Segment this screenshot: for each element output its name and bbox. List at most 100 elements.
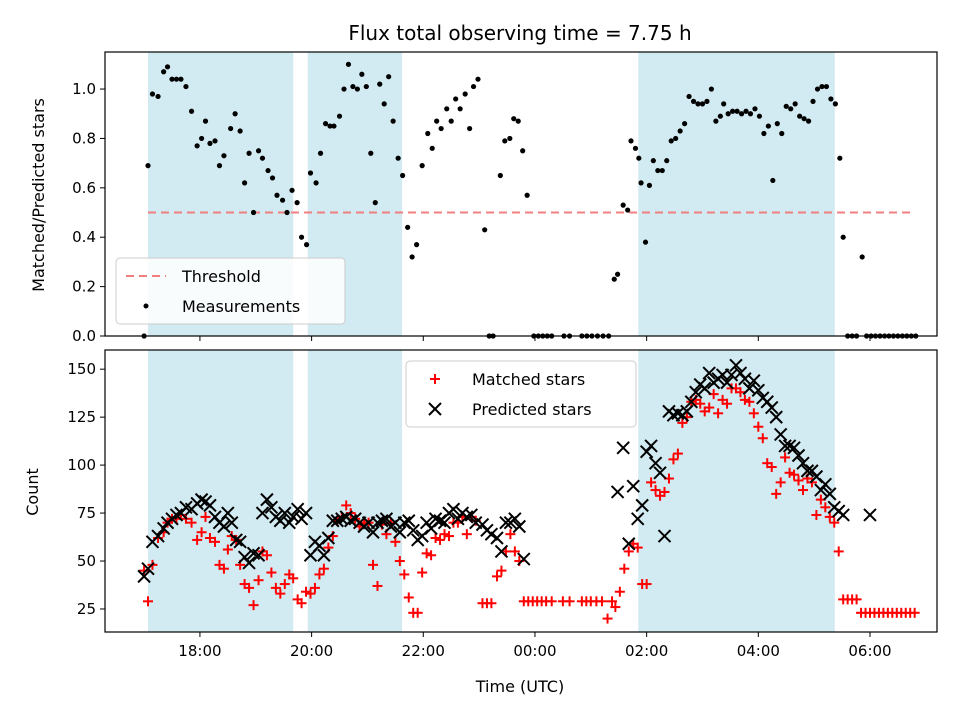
measurement-point — [377, 81, 383, 87]
matched-point — [650, 485, 661, 496]
measurement-point — [434, 118, 440, 124]
matched-point — [305, 588, 316, 599]
predicted-point — [653, 466, 667, 480]
matched-point — [435, 534, 446, 545]
measurement-point — [837, 155, 843, 161]
matched-point — [771, 488, 782, 499]
matched-point — [546, 596, 557, 607]
matched-point — [417, 567, 428, 578]
predicted-point — [229, 533, 243, 547]
matched-point — [668, 454, 679, 465]
predicted-point — [644, 439, 658, 453]
matched-point — [775, 477, 786, 488]
measurement-point — [457, 106, 463, 112]
legend-measurements-label: Measurements — [182, 297, 300, 316]
matched-point — [766, 462, 777, 473]
matched-point — [610, 602, 621, 613]
measurement-point — [303, 242, 310, 248]
predicted-point — [194, 492, 209, 507]
measurement-point — [828, 96, 834, 102]
predicted-point — [464, 508, 479, 522]
predicted-point — [286, 510, 300, 524]
predicted-point — [203, 498, 217, 513]
measurement-point — [823, 83, 830, 90]
measurement-point — [207, 140, 213, 146]
top-panel: 0.0 0.2 0.4 0.6 0.8 1.0 — [72, 51, 938, 345]
matched-point — [614, 586, 625, 597]
matched-point — [509, 546, 520, 557]
predicted-point — [370, 515, 385, 530]
matched-point — [244, 582, 255, 593]
matched-legend-marker — [430, 374, 440, 384]
matched-point — [793, 475, 804, 486]
matched-point — [641, 579, 652, 590]
predicted-point — [622, 537, 636, 551]
matched-point — [394, 556, 405, 567]
predicted-point — [818, 477, 833, 491]
y-tick-label: 0.8 — [72, 129, 96, 147]
matched-point — [461, 529, 472, 540]
predicted-point — [290, 502, 305, 516]
measurement-point — [265, 167, 271, 174]
top-y-axis-label: Matched/Predicted stars — [29, 98, 48, 292]
matched-point — [390, 536, 401, 547]
measurement-point — [801, 116, 807, 122]
matched-point — [421, 548, 432, 559]
predicted-point — [680, 404, 694, 419]
predicted-point — [657, 529, 672, 543]
matched-point — [753, 421, 764, 432]
measurement-point — [788, 106, 794, 112]
predicted-point — [702, 366, 716, 380]
measurement-point — [814, 86, 821, 92]
x-tick-label: 02:00 — [625, 642, 668, 660]
measurement-point — [228, 125, 234, 132]
measurement-point — [611, 276, 617, 282]
matched-point — [659, 486, 670, 497]
predicted-point — [437, 515, 452, 530]
y-tick-label: 75 — [77, 504, 96, 522]
matched-point — [677, 417, 688, 428]
measurement-point — [259, 155, 266, 161]
measurement-point — [659, 167, 665, 174]
measurement-point — [520, 148, 526, 154]
measurement-point — [331, 123, 337, 129]
measurement-point — [322, 121, 329, 127]
x-tick-label: 04:00 — [737, 642, 780, 660]
matched-point — [851, 594, 862, 605]
measurement-point — [511, 116, 517, 122]
measurement-point — [642, 239, 649, 245]
matched-point — [341, 500, 352, 511]
matched-point — [909, 607, 920, 618]
y-tick-label: 150 — [67, 360, 96, 378]
predicted-point — [626, 479, 640, 493]
y-tick-label: 0.0 — [72, 327, 96, 345]
measurement-point — [453, 96, 459, 102]
predicted-point — [616, 441, 630, 455]
matched-point — [142, 596, 153, 607]
measurement-point — [502, 138, 508, 144]
measurement-point — [149, 91, 156, 97]
matched-point — [279, 579, 290, 590]
predicted-point — [137, 569, 151, 584]
matched-point — [491, 571, 502, 582]
measurement-point — [686, 93, 692, 100]
observing-band — [147, 350, 294, 632]
measurement-point — [756, 113, 763, 119]
matched-point — [596, 596, 607, 607]
measurement-point — [632, 145, 639, 151]
predicted-point — [720, 375, 734, 390]
matched-point — [309, 582, 320, 593]
matched-point — [248, 600, 259, 611]
measurement-point — [241, 180, 248, 186]
predicted-point — [747, 373, 761, 388]
measurement-point — [194, 143, 200, 149]
measurement-point — [274, 192, 280, 198]
measurement-point — [341, 86, 347, 92]
measurement-point — [395, 155, 401, 161]
predicted-point — [321, 531, 336, 545]
plot-frame — [104, 349, 938, 633]
measurement-point — [725, 111, 731, 117]
measurement-point — [467, 125, 473, 132]
matched-point — [739, 394, 750, 405]
measurement-point — [515, 118, 521, 124]
